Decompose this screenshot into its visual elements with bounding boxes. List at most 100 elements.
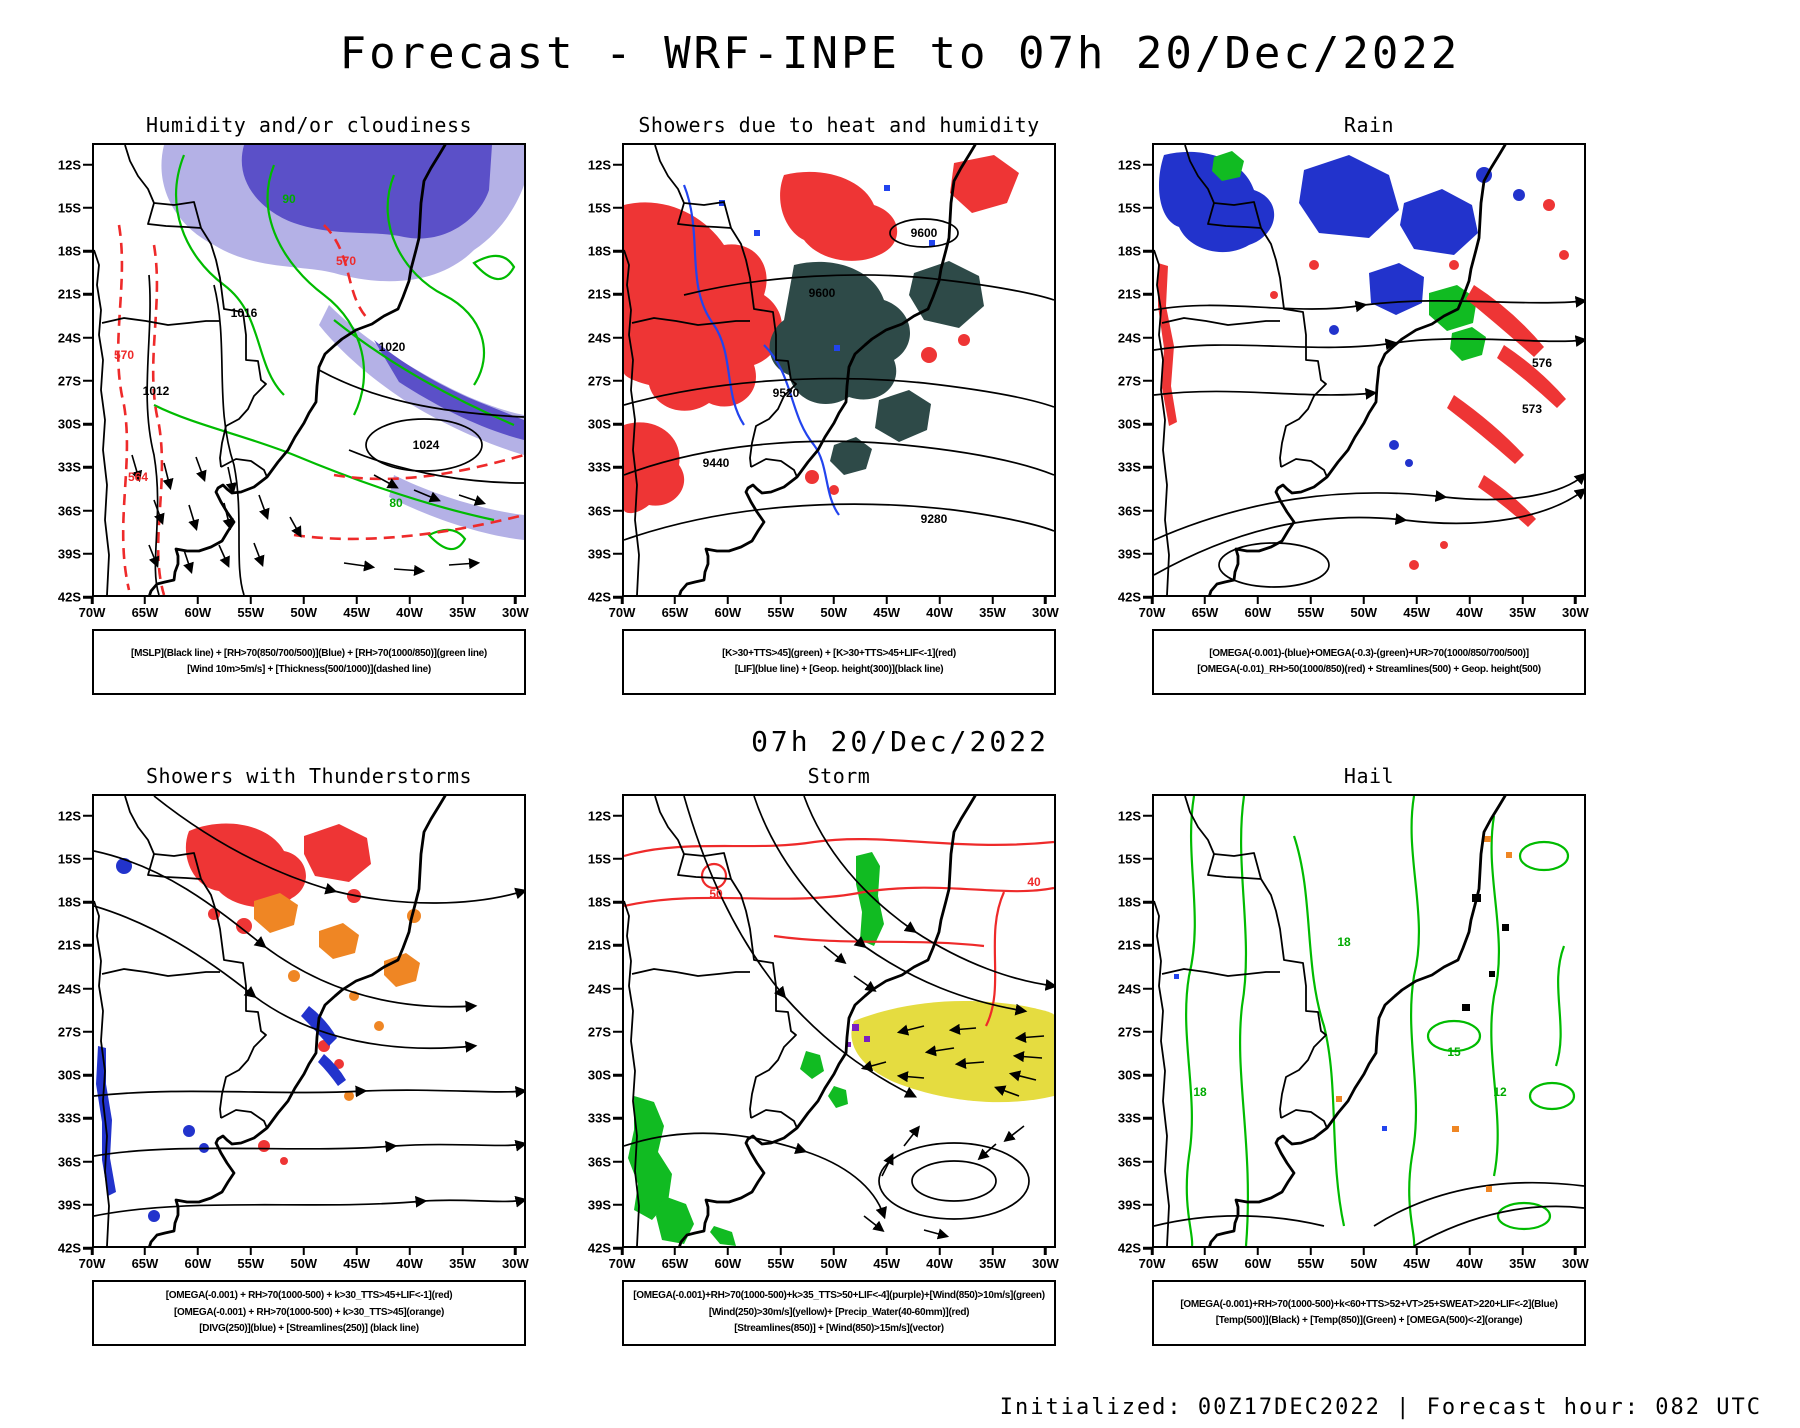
lon-tick-label: 60W	[714, 1256, 742, 1271]
lat-tick-mark	[1143, 509, 1152, 512]
lat-axis: 12S 15S 18S 21S 24S 27S 30S 33S 36S 39S 42S	[52, 794, 92, 1256]
lon-tick-mark	[355, 1248, 358, 1255]
lat-tick-label: 24S	[587, 330, 611, 346]
lat-tick-label: 15S	[1117, 851, 1141, 867]
lon-tick-label: 50W	[1350, 1256, 1378, 1271]
lat-tick-label: 36S	[57, 1154, 81, 1169]
orange-fills	[254, 893, 421, 1101]
lat-tick-label: 15S	[587, 200, 611, 216]
panel-title-storm: Storm	[807, 764, 871, 788]
top-panels-row: Humidity and/or cloudiness 12S 15S 18S 21S 2…	[0, 113, 1800, 695]
legend-heat-showers: [K>30+TTS>45](green) + [K>30+TTS>45+LIF<…	[622, 629, 1056, 695]
lat-tick-mark	[1143, 206, 1152, 210]
lon-tick-label: 45W	[873, 1256, 901, 1271]
legend-line: [Temp(500)](Black) + [Temp(850)](Green) …	[1215, 1315, 1523, 1326]
svg-text:1020: 1020	[379, 340, 406, 354]
map-rain-svg: 576 573	[1154, 145, 1584, 595]
lon-tick-mark	[673, 1248, 677, 1255]
lon-tick-label: 45W	[1403, 605, 1431, 620]
lat-tick-mark	[83, 1160, 92, 1163]
lon-tick-mark	[1415, 597, 1418, 604]
map-hail: 18 15 12 18	[1152, 794, 1586, 1248]
legend-line: [Streamlines(850)] + [Wind(850)>15m/s](v…	[734, 1323, 944, 1335]
map-thunderstorms	[92, 794, 526, 1248]
lat-tick-label: 42S	[57, 589, 81, 605]
lat-tick-mark	[613, 987, 622, 990]
lon-tick-label: 30W	[1562, 605, 1589, 620]
lat-tick-label: 39S	[587, 546, 611, 562]
lon-tick-mark	[1203, 597, 1207, 604]
lat-tick-mark	[1143, 900, 1152, 904]
lat-tick-label: 30S	[587, 1067, 611, 1083]
lat-tick-label: 27S	[1117, 373, 1141, 389]
lon-tick-mark	[514, 597, 517, 604]
legend-line: [OMEGA(-0.01)_RH>50(1000/850)(red) + Str…	[1197, 664, 1541, 675]
panel-rain: Rain 12S 15S 18S 21S 24S 27S 30S 33S 36S 39S 42S	[1112, 113, 1589, 695]
lat-tick-label: 27S	[1117, 1024, 1141, 1040]
legend-line: [Wind(250)>30m/s](yellow)+ [Precip_Water…	[708, 1306, 970, 1318]
lat-tick-label: 21S	[1117, 937, 1141, 953]
legend-storm: [OMEGA(-0.001)+RH>70(1000-500)+k>35_TTS>…	[622, 1280, 1056, 1346]
lon-tick-mark	[90, 597, 94, 604]
lat-tick-mark	[1143, 1030, 1152, 1034]
lon-tick-mark	[1309, 1248, 1313, 1255]
lat-tick-label: 39S	[1117, 546, 1141, 562]
svg-text:9440: 9440	[703, 456, 730, 470]
lon-tick-label: 70W	[608, 605, 636, 620]
lat-tick-mark	[1143, 1246, 1152, 1250]
lon-tick-mark	[779, 1248, 783, 1255]
lat-tick-mark	[613, 552, 622, 556]
lat-tick-label: 36S	[1117, 1154, 1141, 1169]
map-heat-showers-svg: 9600 9600 9520 9440 9280	[624, 145, 1054, 595]
lat-tick-mark	[83, 987, 92, 990]
lat-tick-label: 27S	[57, 1024, 81, 1040]
lon-tick-label: 40W	[1456, 605, 1483, 620]
lon-tick-label: 35W	[1509, 605, 1536, 620]
legend-line: [K>30+TTS>45](green) + [K>30+TTS>45+LIF<…	[722, 647, 956, 659]
lat-tick-mark	[1143, 987, 1152, 990]
lon-tick-label: 60W	[1244, 1256, 1272, 1271]
blue-specks	[1174, 974, 1387, 1131]
lat-tick-mark	[613, 336, 622, 339]
lat-tick-mark	[613, 422, 622, 426]
svg-text:40: 40	[1027, 875, 1041, 889]
lon-tick-label: 35W	[1509, 1256, 1536, 1271]
lon-tick-label: 55W	[767, 605, 795, 620]
lon-tick-mark	[249, 1248, 253, 1255]
lon-tick-mark	[514, 1248, 517, 1255]
svg-text:9600: 9600	[809, 286, 836, 300]
lat-tick-mark	[83, 900, 92, 904]
map-heat-showers: 9600 9600 9520 9440 9280	[622, 143, 1056, 597]
lat-tick-label: 33S	[587, 459, 611, 475]
lat-tick-label: 21S	[57, 286, 81, 302]
lat-tick-mark	[83, 163, 92, 166]
yellow-jet-fill	[851, 1001, 1054, 1103]
lat-tick-label: 30S	[587, 416, 611, 432]
lon-axis: 70W 65W 60W 55W 50W 45W 40W 35W 30W	[609, 1248, 1059, 1272]
lon-tick-label: 55W	[767, 1256, 795, 1271]
lat-tick-mark	[83, 595, 92, 599]
lat-tick-label: 24S	[587, 981, 611, 997]
lat-tick-mark	[613, 163, 622, 166]
lon-tick-label: 65W	[661, 1256, 689, 1271]
purple-fills	[846, 1024, 870, 1047]
svg-text:18: 18	[1193, 1085, 1207, 1099]
lat-tick-label: 36S	[587, 1154, 611, 1169]
lat-tick-label: 27S	[587, 373, 611, 389]
lat-tick-label: 18S	[57, 894, 81, 910]
legend-line: [DIVG(250)](blue) + [Streamlines(250)] (…	[199, 1323, 419, 1335]
lat-tick-mark	[83, 552, 92, 556]
contour-labels: 576 573	[1522, 356, 1552, 416]
bottom-panels-row: Showers with Thunderstorms 12S 15S 18S 21S 2…	[0, 764, 1800, 1346]
lon-tick-label: 55W	[1297, 605, 1325, 620]
map-humidity-svg: 1012 1016 1020 1024 570 570 564 90 80	[94, 145, 524, 595]
panel-humidity: Humidity and/or cloudiness 12S 15S 18S 21S 2…	[52, 113, 529, 695]
lon-tick-label: 65W	[1191, 1256, 1219, 1271]
lon-tick-mark	[779, 597, 783, 604]
legend-line: [Wind 10m>5m/s] + [Thickness(500/1000)](…	[187, 664, 431, 675]
lon-tick-label: 70W	[1138, 1256, 1166, 1271]
lon-tick-label: 35W	[449, 605, 476, 620]
lon-tick-label: 50W	[820, 605, 848, 620]
svg-text:12: 12	[1493, 1085, 1507, 1099]
lat-tick-label: 12S	[1117, 808, 1141, 824]
